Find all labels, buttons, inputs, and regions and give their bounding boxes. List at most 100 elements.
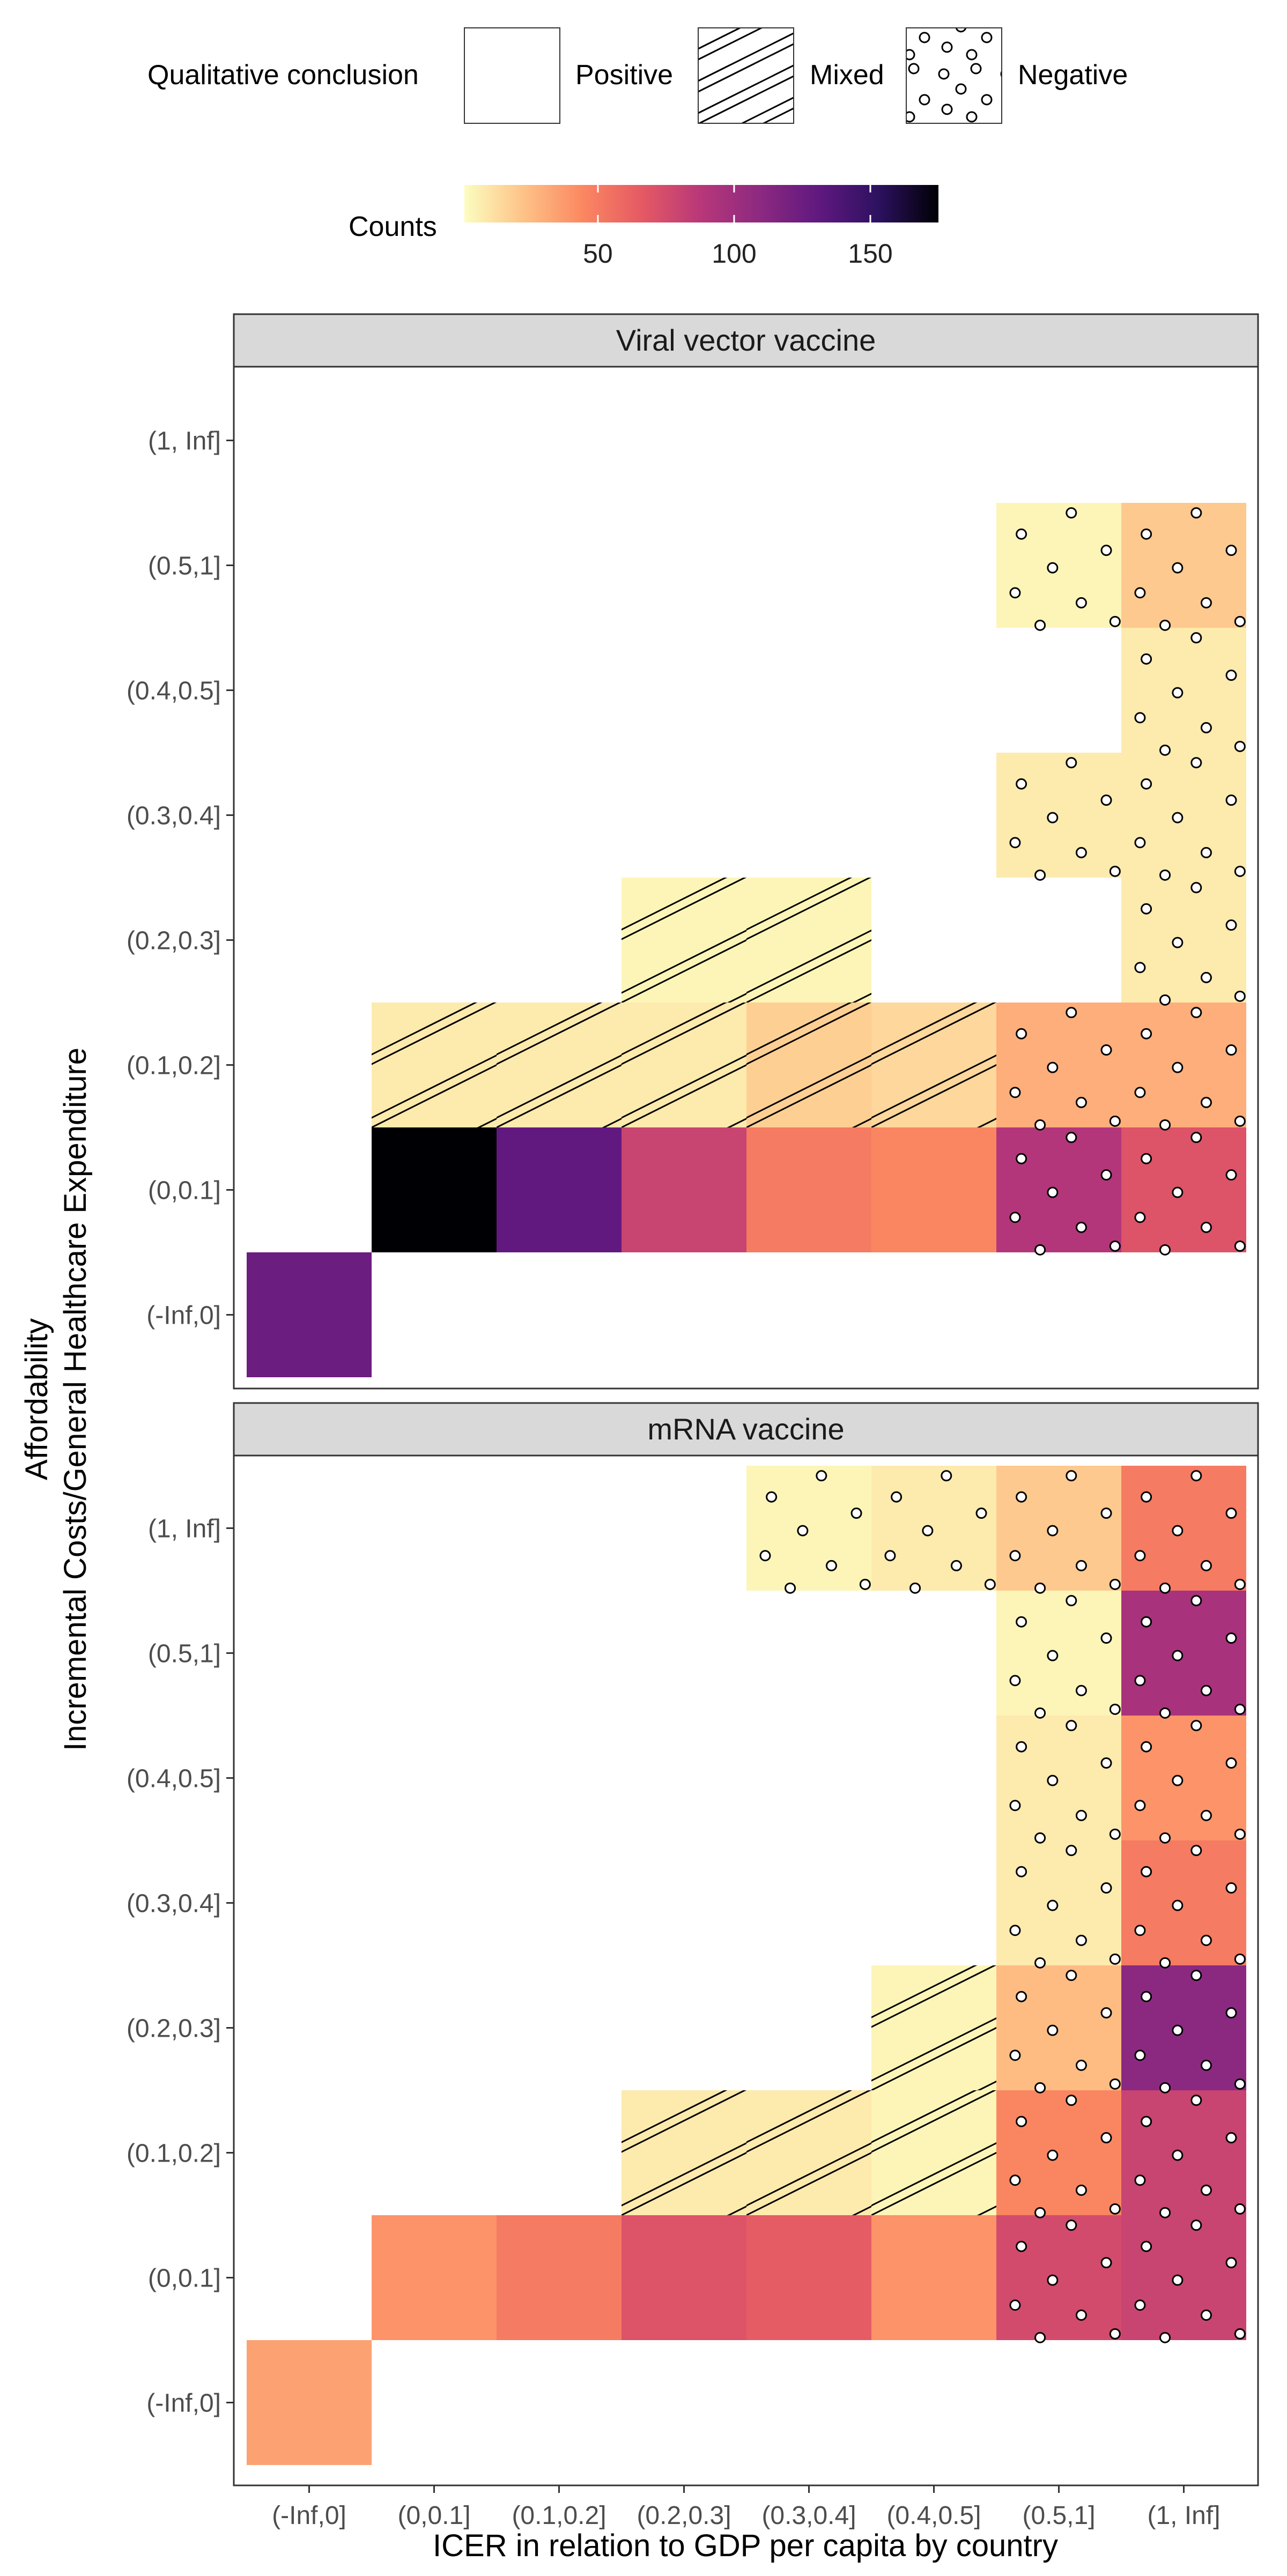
negative-circle-marker [1047, 562, 1059, 574]
heatmap-cell [871, 1466, 996, 1591]
stripe [871, 1965, 996, 2028]
negative-circle-marker [1134, 2299, 1146, 2311]
negative-circle-marker [1047, 812, 1059, 823]
negative-circle-marker [1225, 1044, 1237, 1056]
negative-circle-marker [1159, 1707, 1171, 1719]
stripe [871, 1054, 996, 1127]
stripe [622, 878, 746, 940]
negative-circle-marker [1172, 562, 1184, 574]
negative-circle-marker [785, 1582, 796, 1594]
heatmap-cell [497, 1127, 622, 1252]
heatmap-cell [996, 503, 1121, 628]
negative-circle-marker [1190, 882, 1202, 894]
heatmap-cells [247, 1466, 1246, 2465]
negative-circle-marker [1190, 2095, 1202, 2106]
y-tick-label: (0.1,0.2] [127, 1052, 221, 1080]
negative-circle-marker [1034, 1582, 1046, 1594]
negative-circle-marker [1172, 1525, 1184, 1536]
heatmap-cell [1121, 2090, 1246, 2215]
negative-circle-marker [1134, 1550, 1146, 1562]
y-axis-title-line1: Affordability [19, 1318, 54, 1480]
x-tick-label: (0.1,0.2] [512, 2501, 606, 2530]
negative-circle-marker [1016, 1491, 1027, 1503]
y-tick-label: (1, Inf] [148, 1515, 221, 1543]
negative-circle-marker [1172, 1899, 1184, 1911]
negative-circle-marker [1141, 1616, 1152, 1628]
negative-circle-marker [1016, 2240, 1027, 2252]
negative-circle-marker [1047, 1650, 1059, 1661]
negative-circle-marker [1159, 2207, 1171, 2218]
negative-circle-marker [1172, 1186, 1184, 1198]
negative-circle-marker [891, 1491, 903, 1503]
negative-circle-marker [1234, 1240, 1246, 1252]
negative-circle-marker [1172, 1061, 1184, 1073]
negative-circle-marker [1159, 619, 1171, 631]
negative-circle-marker [1172, 2024, 1184, 2036]
negative-circle-marker [1141, 1866, 1152, 1877]
legend-key-positive [464, 27, 560, 124]
heatmap-cell [871, 2215, 996, 2340]
negative-circle-marker [1009, 1550, 1021, 1562]
legend: Qualitative conclusion Positive Mixed Negat… [147, 27, 1128, 269]
negative-circle-marker [1200, 597, 1212, 608]
negative-circle-marker [1234, 1953, 1246, 1965]
negative-circle-marker [1159, 1119, 1171, 1131]
negative-circle-marker [1009, 587, 1021, 599]
stripe-pattern [871, 1003, 996, 1127]
negative-circle-marker [1016, 1991, 1027, 2002]
negative-circle-marker [950, 1560, 962, 1571]
y-tick-label: (0.4,0.5] [127, 677, 221, 706]
negative-circle-marker [1141, 1491, 1152, 1503]
negative-circle-marker [1190, 1470, 1202, 1482]
heatmap-cell [497, 2215, 622, 2340]
negative-circle-marker [1034, 1832, 1046, 1844]
negative-circle-marker [1225, 1757, 1237, 1769]
negative-circle-marker [1234, 2203, 1246, 2215]
negative-circle-marker [1234, 2328, 1246, 2340]
stripe [871, 2090, 996, 2153]
stripe-pattern [372, 1003, 497, 1127]
negative-circle-marker [1100, 2007, 1112, 2019]
heatmap-cell [746, 2215, 871, 2340]
negative-circle-marker [1159, 1957, 1171, 1969]
negative-circle-marker [1100, 2257, 1112, 2269]
negative-circle-marker [1225, 919, 1237, 931]
negative-circle-marker [1225, 2257, 1237, 2269]
heatmap-cell [871, 1127, 996, 1252]
negative-circle-marker [1225, 1882, 1237, 1894]
negative-circle-marker [1190, 507, 1202, 519]
y-tick-label: (0.3,0.4] [127, 802, 221, 830]
heatmap-cell [996, 1003, 1121, 1127]
negative-circle-marker [1066, 1007, 1077, 1019]
panel-title: mRNA vaccine [647, 1412, 844, 1446]
negative-circle-marker [1047, 1899, 1059, 1911]
negative-circle-marker [1234, 865, 1246, 877]
negative-circle-marker [1141, 2115, 1152, 2127]
negative-circle-marker [816, 1470, 827, 1482]
negative-circle-marker [1234, 2078, 1246, 2090]
stripe [746, 2090, 871, 2153]
negative-circle-marker [1225, 1632, 1237, 1644]
negative-circle-marker [1141, 903, 1152, 915]
negative-circle-marker [1009, 2174, 1021, 2186]
heatmap-cell [996, 2215, 1121, 2340]
negative-circle-marker [1134, 587, 1146, 599]
negative-circle-marker [1075, 597, 1087, 608]
negative-circle-marker [1109, 1115, 1121, 1127]
negative-circle-marker [1047, 2024, 1059, 2036]
legend-label-mixed: Mixed [810, 60, 884, 91]
negative-circle-marker [1016, 2115, 1027, 2127]
negative-circle-marker [1190, 757, 1202, 769]
heatmap-cell [1121, 753, 1246, 878]
negative-circle-marker [1009, 1925, 1021, 1936]
x-tick-label: (0.2,0.3] [637, 2501, 731, 2530]
stripe [622, 2142, 746, 2215]
negative-circle-marker [1200, 1809, 1212, 1821]
negative-circle-marker [1234, 1115, 1246, 1127]
negative-circle-marker [1075, 1221, 1087, 1233]
y-tick-label: (0,0.1] [148, 1177, 221, 1205]
heatmap-cell [996, 2090, 1121, 2215]
stripe-pattern [497, 1003, 622, 1127]
negative-circle-marker [1075, 1684, 1087, 1696]
y-tick-label: (-Inf,0] [146, 2389, 221, 2418]
